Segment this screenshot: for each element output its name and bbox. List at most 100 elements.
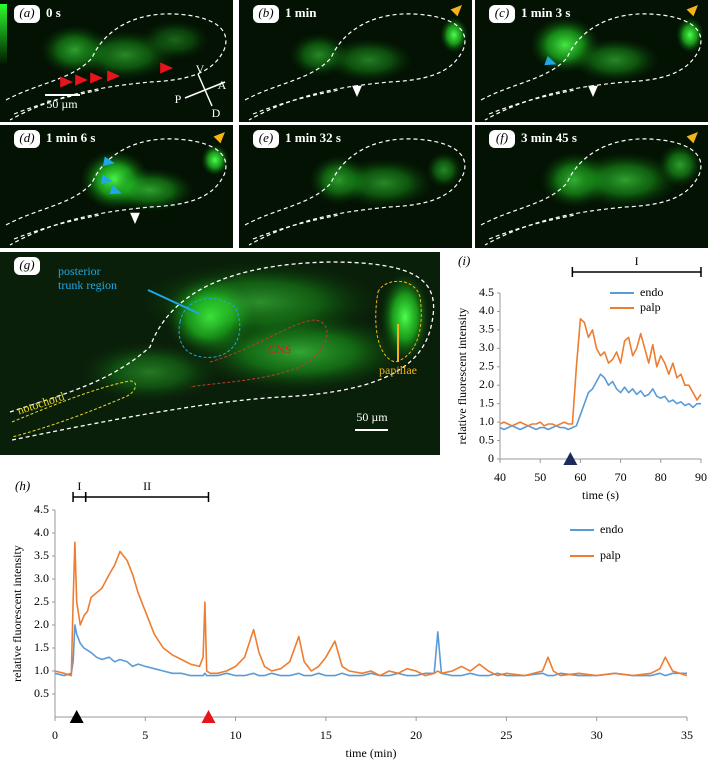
arrowhead (103, 156, 115, 167)
arrowhead (450, 5, 462, 17)
cell-outline (5, 13, 227, 121)
colorbar (0, 4, 7, 64)
y-tick-label: 3.5 (34, 548, 49, 562)
fluorescence (676, 17, 704, 53)
papillae-outline (375, 280, 422, 363)
cell-outline (244, 138, 466, 246)
direction-label: A (218, 78, 227, 92)
y-axis-label: relative fluorescent intensity (10, 545, 24, 682)
arrowhead (544, 55, 557, 66)
direction-label: V (196, 62, 205, 76)
arrowhead (686, 132, 698, 144)
y-axis-label: relative fluorescent intensity (455, 308, 469, 445)
stimulus-marker (563, 452, 578, 465)
fluorescence (201, 144, 229, 176)
cell-outline (252, 89, 340, 115)
y-tick-label: 3.0 (479, 340, 494, 354)
trunk-outline (178, 298, 241, 358)
arrowhead (352, 85, 362, 97)
arrowhead (107, 70, 120, 82)
y-tick-label: 1.0 (479, 414, 494, 428)
cell-outline (480, 138, 702, 246)
fluorescence (440, 17, 468, 53)
label-box (253, 5, 279, 23)
cell-outline (488, 89, 576, 115)
x-tick-label: 25 (500, 728, 512, 742)
cell-outline (480, 13, 702, 121)
panel-label: (b) (258, 5, 273, 20)
x-axis-label: time (s) (582, 488, 619, 502)
y-tick-label: 0.5 (34, 686, 49, 700)
period-label: I (77, 479, 81, 493)
fluorescence (324, 38, 414, 82)
series-line (54, 541, 688, 677)
x-tick-label: 60 (574, 470, 586, 484)
region-label: CNS (268, 342, 291, 356)
fluorescence (105, 168, 195, 212)
x-tick-label: 90 (695, 470, 707, 484)
y-tick-label: 4.0 (34, 525, 49, 539)
region-label: papillae (379, 363, 417, 377)
arrowhead (686, 5, 698, 17)
x-tick-label: 50 (534, 470, 546, 484)
period-label: I (635, 254, 639, 268)
fluorescence (334, 158, 434, 208)
x-axis-label: time (min) (346, 746, 397, 760)
region-label: posterior (58, 264, 101, 278)
compass (197, 73, 213, 107)
fluorescence (80, 342, 220, 402)
panel-label: (c) (495, 5, 509, 20)
x-tick-label: 10 (230, 728, 242, 742)
fluorescence (426, 152, 462, 188)
arrowhead (213, 132, 225, 144)
panel-label: (i) (458, 253, 470, 268)
arrowhead (130, 212, 140, 224)
x-tick-label: 35 (681, 728, 693, 742)
arrowhead (588, 85, 598, 97)
cell-outline (13, 89, 101, 115)
region-label: trunk region (58, 278, 117, 292)
y-tick-label: 1.5 (479, 395, 494, 409)
y-tick-label: 2.0 (34, 617, 49, 631)
y-tick-label: 2.5 (34, 594, 49, 608)
x-tick-label: 20 (410, 728, 422, 742)
label-box (14, 5, 40, 23)
time-label: 0 s (46, 5, 61, 20)
legend-label: endo (600, 522, 623, 536)
cns-outline (189, 319, 328, 388)
arrowhead (75, 74, 88, 86)
cell-outline (488, 214, 576, 240)
legend-label: endo (640, 285, 663, 299)
arrowhead (160, 62, 173, 74)
x-tick-label: 5 (142, 728, 148, 742)
y-tick-label: 1.0 (34, 663, 49, 677)
cell-outline (244, 13, 466, 121)
cell-outline (252, 214, 340, 240)
time-label: 3 min 45 s (521, 130, 577, 145)
fluorescence (380, 272, 430, 362)
x-tick-label: 15 (320, 728, 332, 742)
panel-label: (h) (15, 478, 30, 493)
time-label: 1 min 3 s (521, 5, 570, 20)
fluorescence (140, 262, 380, 342)
panel-label: (a) (19, 5, 34, 20)
scale-label: 50 µm (356, 410, 388, 424)
y-tick-label: 4.5 (479, 285, 494, 299)
series-line (499, 373, 701, 431)
label-box (14, 130, 40, 148)
y-tick-label: 4.5 (34, 502, 49, 516)
image-panel: (e) 1 min 32 s (239, 125, 472, 248)
fluorescence (570, 152, 680, 208)
time-label: 1 min 32 s (285, 130, 341, 145)
series-line (499, 318, 702, 427)
legend-label: palp (600, 548, 621, 562)
series-line (54, 624, 687, 677)
scale-label: 50 µm (46, 97, 78, 111)
image-panel: (c) 1 min 3 s (475, 0, 708, 122)
legend-label: palp (640, 300, 661, 314)
y-tick-label: 3.0 (34, 571, 49, 585)
y-tick-label: 1.5 (34, 640, 49, 654)
stimulus-marker (69, 710, 84, 723)
